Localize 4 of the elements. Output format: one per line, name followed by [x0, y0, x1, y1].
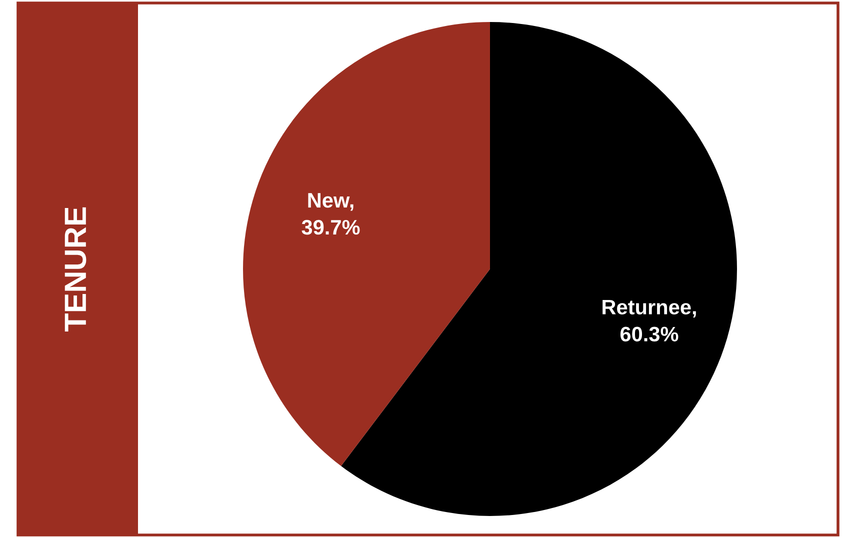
slice-label: Returnee, 60.3%: [602, 300, 696, 342]
pie-slice: [243, 22, 490, 466]
text: TENURE: [64, 207, 86, 332]
slice-label: New, 39.7%: [302, 193, 360, 235]
